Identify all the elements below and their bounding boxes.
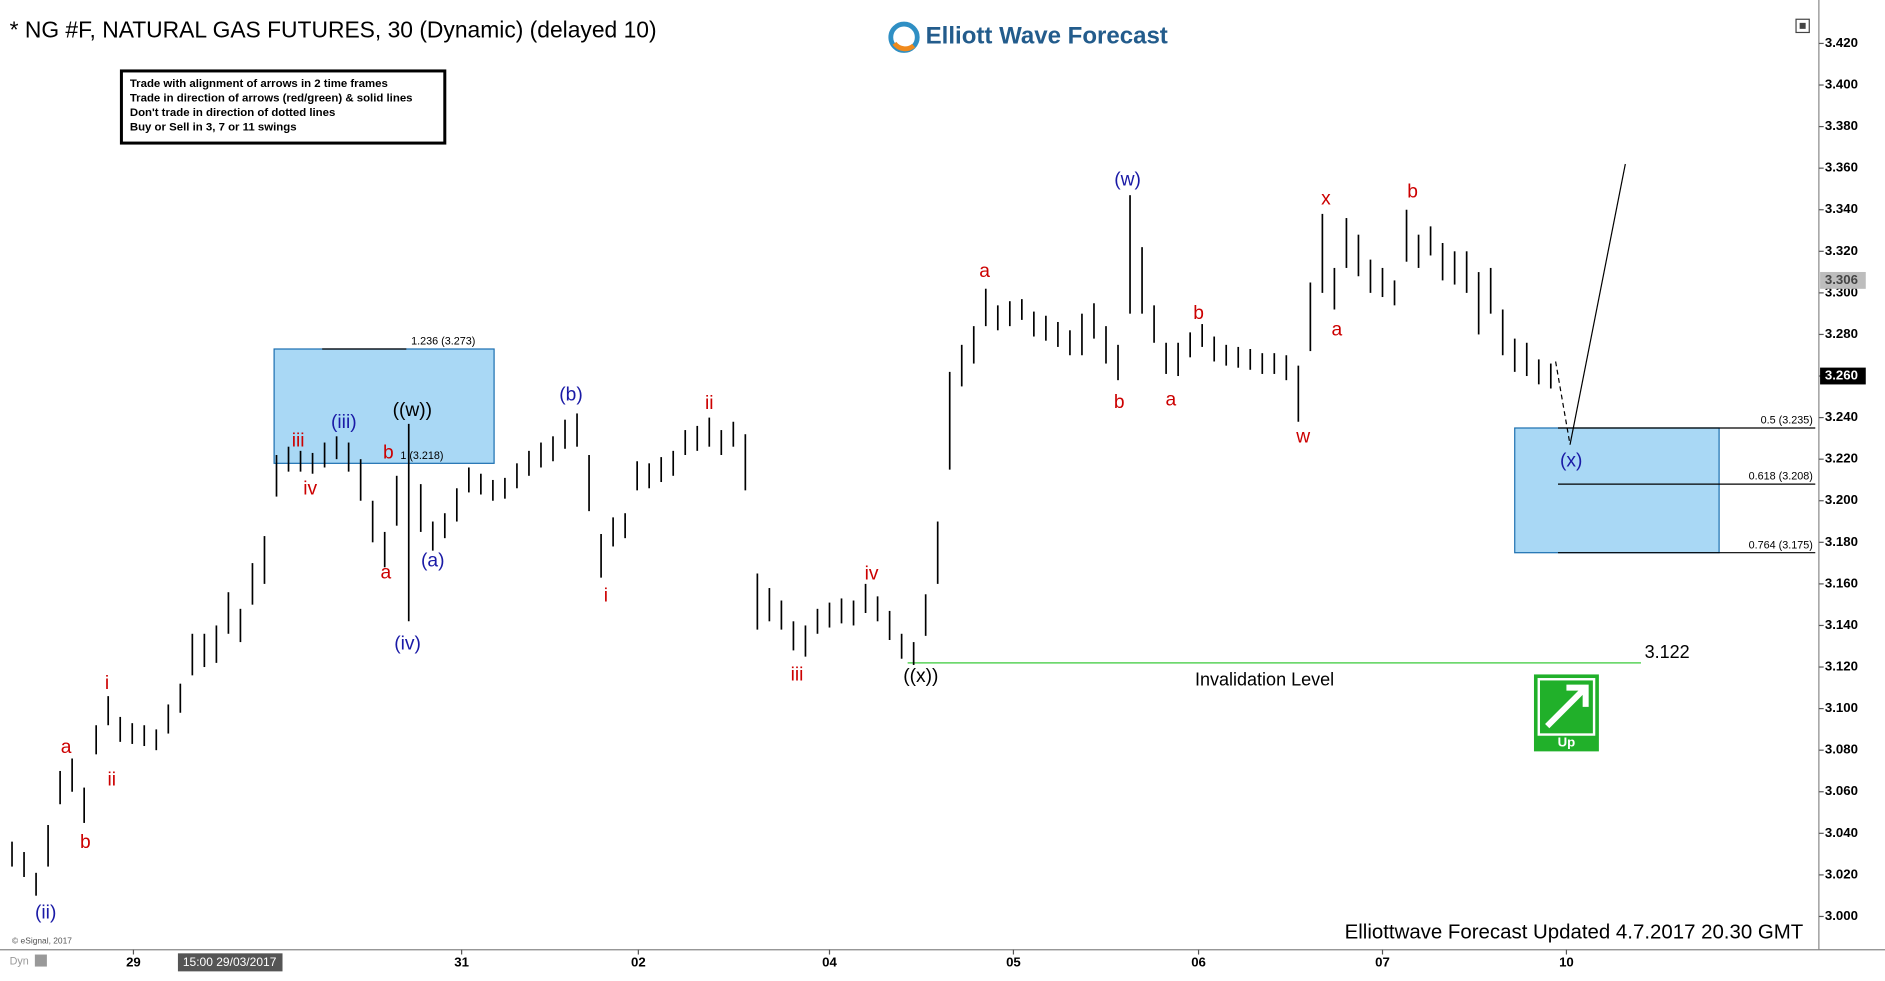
y-tick-label: 3.240 bbox=[1825, 409, 1858, 424]
y-tick-label: 3.380 bbox=[1825, 118, 1858, 133]
wave-label: iv bbox=[303, 478, 317, 499]
x-tick-label: 06 bbox=[1191, 954, 1206, 969]
invalidation-value: 3.122 bbox=[1645, 642, 1690, 662]
rule-line: Trade with alignment of arrows in 2 time… bbox=[130, 78, 388, 90]
cursor-time: 15:00 29/03/2017 bbox=[183, 955, 277, 969]
x-tick-label: 05 bbox=[1006, 954, 1021, 969]
wave-label: i bbox=[604, 585, 608, 606]
wave-label: b bbox=[80, 832, 91, 853]
signal-arrow bbox=[1545, 684, 1589, 729]
y-tick-label: 3.200 bbox=[1825, 492, 1858, 507]
x-tick-label: 31 bbox=[454, 954, 469, 969]
y-tick-label: 3.000 bbox=[1825, 908, 1858, 923]
invalidation-text: Invalidation Level bbox=[1195, 670, 1334, 690]
y-tick-label: 3.060 bbox=[1825, 783, 1858, 798]
wave-label: ii bbox=[705, 393, 714, 414]
rules-box bbox=[119, 69, 447, 145]
logo: Elliott Wave Forecast bbox=[888, 21, 1168, 53]
wave-label: i bbox=[105, 673, 109, 694]
corner-icon bbox=[34, 954, 47, 967]
wave-label: w bbox=[1295, 427, 1310, 448]
wave-label: a bbox=[979, 261, 990, 282]
wave-label: a bbox=[1331, 320, 1342, 341]
price-tag bbox=[1820, 271, 1866, 289]
fib-label: 1 (3.218) bbox=[400, 450, 443, 462]
y-tick-label: 3.320 bbox=[1825, 243, 1858, 258]
wave-label: iv bbox=[865, 564, 879, 585]
window-icon[interactable] bbox=[1795, 18, 1810, 34]
fib-label: 0.764 (3.175) bbox=[1749, 539, 1813, 551]
corner-label: Dyn bbox=[10, 956, 29, 968]
wave-label: a bbox=[1166, 389, 1177, 410]
x-tick-label: 02 bbox=[631, 954, 646, 969]
wave-label: a bbox=[381, 563, 392, 584]
footer: Elliottwave Forecast Updated 4.7.2017 20… bbox=[1345, 921, 1804, 943]
wave-label: ((x)) bbox=[903, 666, 938, 687]
wave-label: iii bbox=[292, 430, 305, 451]
y-tick-label: 3.140 bbox=[1825, 617, 1858, 632]
y-tick-label: 3.120 bbox=[1825, 659, 1858, 674]
wave-label: (a) bbox=[421, 551, 445, 572]
y-tick-label: 3.400 bbox=[1825, 77, 1858, 92]
y-tick-label: 3.020 bbox=[1825, 866, 1858, 881]
y-tick-label: 3.220 bbox=[1825, 451, 1858, 466]
price-tag-label: 3.260 bbox=[1825, 368, 1858, 383]
logo-icon-arc bbox=[892, 41, 916, 52]
y-tick-label: 3.360 bbox=[1825, 160, 1858, 175]
price-tag-label: 3.306 bbox=[1825, 272, 1858, 287]
y-tick-label: 3.040 bbox=[1825, 825, 1858, 840]
wave-label: x bbox=[1321, 189, 1331, 210]
wave-label: ii bbox=[108, 769, 117, 790]
price-tag bbox=[1820, 367, 1866, 385]
y-tick-label: 3.280 bbox=[1825, 326, 1858, 341]
y-tick-label: 3.420 bbox=[1825, 35, 1858, 50]
signal-text: Up bbox=[1558, 734, 1576, 749]
fib-label: 0.5 (3.235) bbox=[1761, 415, 1813, 427]
x-tick-label: 04 bbox=[822, 954, 837, 969]
wave-label: (iii) bbox=[331, 412, 357, 433]
y-tick-label: 3.340 bbox=[1825, 201, 1858, 216]
wave-label: b bbox=[383, 442, 394, 463]
logo-text: Elliott Wave Forecast bbox=[926, 23, 1168, 50]
rule-line: Buy or Sell in 3, 7 or 11 swings bbox=[130, 121, 297, 133]
x-tick-label: 10 bbox=[1559, 954, 1574, 969]
wave-label: ((w)) bbox=[393, 400, 432, 421]
window-icon-inner bbox=[1799, 22, 1806, 29]
cursor-time-box bbox=[177, 953, 283, 972]
rule-line: Don't trade in direction of dotted lines bbox=[130, 107, 335, 119]
wave-label: a bbox=[61, 737, 72, 758]
fib-label: 1.236 (3.273) bbox=[411, 336, 475, 348]
y-tick-label: 3.080 bbox=[1825, 742, 1858, 757]
x-tick-label: 07 bbox=[1375, 954, 1390, 969]
wave-label: b bbox=[1193, 303, 1204, 324]
y-tick-label: 3.160 bbox=[1825, 575, 1858, 590]
x-tick-label: 29 bbox=[126, 954, 141, 969]
fib-zone bbox=[1514, 427, 1720, 554]
fib-zone bbox=[273, 348, 495, 464]
y-tick-label: 3.180 bbox=[1825, 534, 1858, 549]
wave-label: (w) bbox=[1114, 169, 1141, 190]
projection-line bbox=[1569, 163, 1626, 445]
wave-label: (x) bbox=[1560, 451, 1582, 472]
wave-label: b bbox=[1407, 181, 1418, 202]
chart-title: * NG #F, NATURAL GAS FUTURES, 30 (Dynami… bbox=[10, 16, 657, 42]
y-tick-label: 3.100 bbox=[1825, 700, 1858, 715]
wave-label: iii bbox=[791, 665, 804, 686]
wave-label: b bbox=[1114, 392, 1125, 413]
rule-line: Trade in direction of arrows (red/green)… bbox=[130, 93, 413, 105]
wave-label: (b) bbox=[559, 385, 583, 406]
signal-inner bbox=[1537, 678, 1596, 736]
wave-label: (ii) bbox=[35, 903, 56, 924]
projection-dashed bbox=[1555, 361, 1571, 445]
wave-label: (iv) bbox=[394, 633, 421, 654]
fib-label: 0.618 (3.208) bbox=[1749, 471, 1813, 483]
copyright: © eSignal, 2017 bbox=[12, 936, 72, 946]
